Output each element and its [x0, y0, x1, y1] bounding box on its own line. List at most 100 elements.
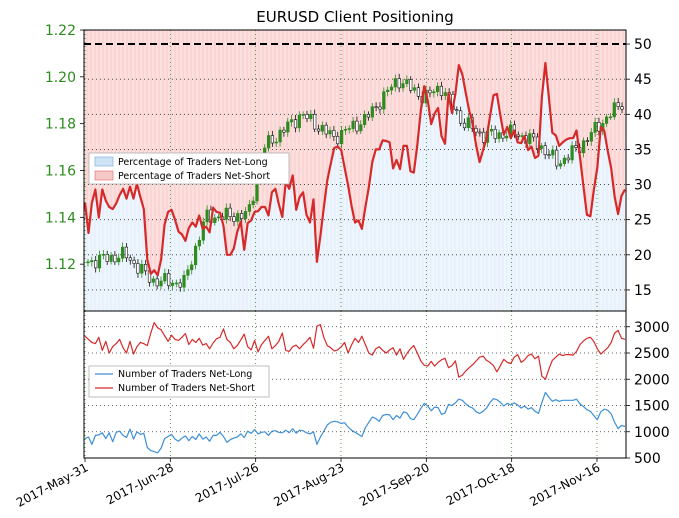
candle-body	[336, 136, 340, 145]
candle-body	[97, 255, 102, 269]
price-tick-label: 1.16	[45, 164, 76, 180]
candle-body	[462, 122, 467, 129]
candle-body	[351, 120, 355, 129]
candle-body	[374, 106, 378, 108]
pct-tick-label: 35	[634, 142, 652, 158]
candle-body	[562, 157, 566, 165]
candle-body	[163, 273, 167, 282]
candle-body	[194, 245, 198, 266]
candle-body	[343, 129, 348, 131]
candle-body	[543, 145, 547, 155]
candle-body	[581, 140, 586, 154]
price-tick-label: 1.12	[45, 257, 76, 273]
candle-body	[539, 145, 543, 149]
candle-body	[289, 119, 294, 123]
candle-body	[86, 261, 90, 264]
candle-body	[416, 87, 421, 97]
legend-label-traders-net-long: Number of Traders Net-Long	[118, 369, 252, 380]
pct-tick-label: 20	[634, 248, 652, 264]
candle-body	[282, 129, 286, 133]
candle-body	[224, 207, 228, 220]
candle-body	[401, 83, 405, 89]
candle-body	[528, 133, 532, 144]
candle-body	[332, 130, 336, 137]
candle-body	[182, 274, 186, 288]
candle-body	[604, 116, 609, 124]
candle-body	[555, 149, 559, 167]
candle-body	[236, 213, 240, 222]
candle-body	[347, 128, 351, 130]
candle-body	[370, 106, 374, 118]
candle-body	[105, 254, 109, 262]
candle-body	[297, 114, 301, 129]
count-tick-label: 3000	[634, 320, 670, 336]
pct-tick-label: 15	[634, 283, 652, 299]
candle-body	[482, 131, 486, 143]
pct-tick-label: 30	[634, 178, 652, 194]
candle-body	[278, 129, 282, 143]
candle-body	[362, 114, 367, 126]
candle-body	[117, 257, 121, 263]
date-tick-label: 2017-Oct-18	[444, 460, 517, 508]
candle-body	[378, 106, 382, 110]
candle-body	[589, 132, 593, 142]
candle-body	[155, 278, 159, 287]
pct-tick-label: 45	[634, 72, 652, 88]
candle-body	[435, 85, 440, 92]
candle-body	[412, 87, 417, 91]
candle-body	[366, 114, 371, 118]
candle-body	[140, 263, 144, 274]
candle-body	[516, 134, 520, 137]
candle-body	[247, 204, 252, 212]
candle-body	[128, 257, 132, 261]
candle-body	[551, 149, 555, 156]
candle-body	[439, 85, 444, 96]
candle-body	[593, 122, 597, 133]
candle-body	[240, 213, 244, 219]
candle-body	[136, 263, 140, 274]
candle-body	[474, 128, 478, 133]
candle-body	[531, 133, 536, 138]
candle-body	[186, 269, 190, 276]
count-tick-label: 1500	[634, 399, 670, 415]
price-tick-label: 1.14	[45, 210, 76, 226]
price-tick-label: 1.18	[45, 117, 76, 133]
candle-body	[316, 128, 321, 132]
date-tick-label: 2017-Aug-23	[271, 460, 346, 509]
candle-body	[466, 117, 470, 128]
candle-body	[389, 86, 394, 91]
count-tick-label: 2500	[634, 346, 670, 362]
candle-body	[505, 135, 509, 139]
candle-body	[620, 106, 624, 110]
candle-body	[124, 246, 128, 259]
legend-label-traders-net-short: Number of Traders Net-Short	[118, 383, 255, 394]
candle-body	[458, 110, 463, 124]
candle-body	[274, 141, 278, 144]
candle-body	[405, 79, 409, 84]
candle-body	[94, 260, 98, 269]
candle-body	[574, 145, 578, 148]
price-tick-label: 1.20	[45, 70, 76, 86]
candle-body	[201, 221, 205, 241]
candle-body	[608, 116, 613, 119]
candle-body	[121, 246, 125, 259]
top-legend-box	[88, 152, 290, 185]
bottom-legend: Number of Traders Net-Long Number of Tra…	[88, 365, 270, 398]
date-tick-label: 2017-Sep-20	[357, 460, 432, 509]
candle-body	[305, 114, 309, 119]
candle-body	[355, 120, 359, 132]
candle-body	[197, 239, 202, 247]
legend-label-net-short: Percentage of Traders Net-Short	[118, 171, 270, 182]
candle-body	[359, 124, 363, 132]
count-tick-label: 500	[634, 451, 661, 467]
candle-body	[205, 209, 209, 223]
traders-net-long-line	[84, 391, 626, 454]
candle-body	[174, 282, 179, 285]
candle-body	[570, 145, 574, 161]
candle-body	[547, 154, 551, 156]
pct-tick-label: 50	[634, 37, 652, 53]
candle-body	[320, 124, 324, 132]
candle-body	[90, 260, 94, 263]
candle-body	[170, 282, 175, 286]
candle-body	[382, 91, 386, 110]
